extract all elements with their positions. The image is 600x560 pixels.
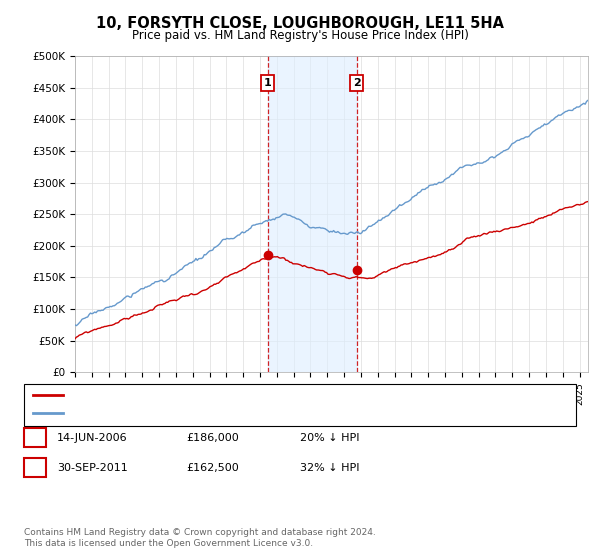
Text: 32% ↓ HPI: 32% ↓ HPI [300, 463, 359, 473]
Bar [268, 56, 357, 372]
Text: 1: 1 [31, 431, 39, 445]
Text: £186,000: £186,000 [186, 433, 239, 443]
Text: Contains HM Land Registry data © Crown copyright and database right 2024.
This d: Contains HM Land Registry data © Crown c… [24, 528, 376, 548]
Text: Price paid vs. HM Land Registry's House Price Index (HPI): Price paid vs. HM Land Registry's House … [131, 29, 469, 42]
Text: 10, FORSYTH CLOSE, LOUGHBOROUGH, LE11 5HA (detached house): 10, FORSYTH CLOSE, LOUGHBOROUGH, LE11 5H… [69, 390, 424, 400]
Text: 14-JUN-2006: 14-JUN-2006 [57, 433, 128, 443]
Text: 2: 2 [31, 461, 39, 474]
Text: 2: 2 [353, 78, 361, 88]
Text: 10, FORSYTH CLOSE, LOUGHBOROUGH, LE11 5HA: 10, FORSYTH CLOSE, LOUGHBOROUGH, LE11 5H… [96, 16, 504, 31]
Text: 1: 1 [264, 78, 271, 88]
Text: HPI: Average price, detached house, Charnwood: HPI: Average price, detached house, Char… [69, 408, 321, 418]
Text: 20% ↓ HPI: 20% ↓ HPI [300, 433, 359, 443]
Text: £162,500: £162,500 [186, 463, 239, 473]
Text: 30-SEP-2011: 30-SEP-2011 [57, 463, 128, 473]
